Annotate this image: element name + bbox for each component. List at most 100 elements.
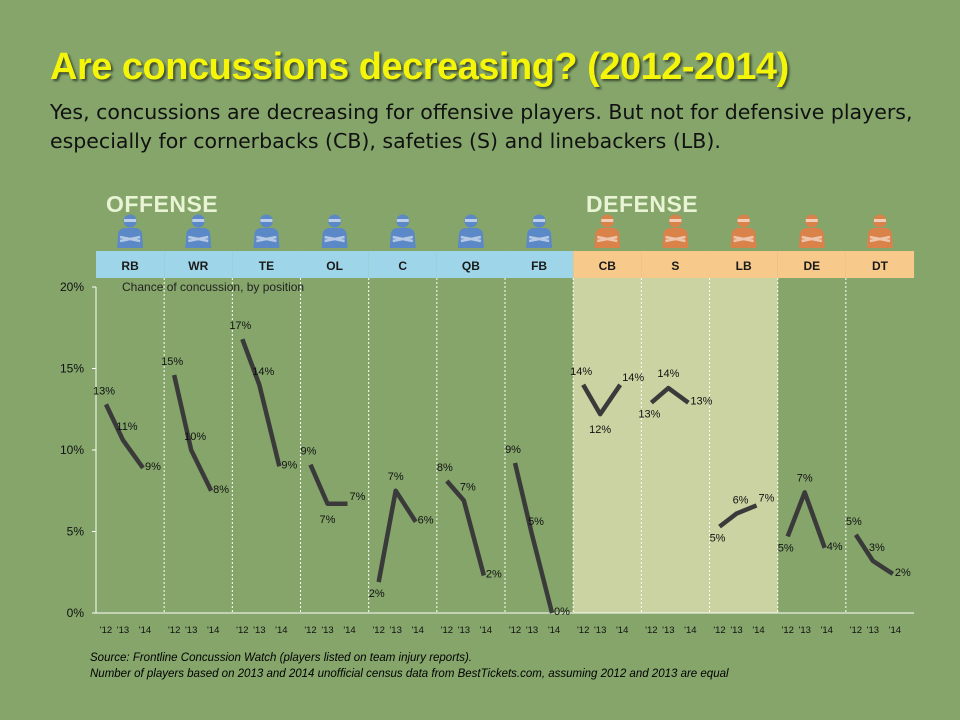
data-label: 17% [229, 320, 251, 332]
x-tick-label: '13 [662, 625, 674, 636]
position-label-qb: QB [462, 259, 480, 273]
x-tick-label: '14 [616, 625, 628, 636]
series-line-rb [103, 403, 145, 470]
data-label: 3% [869, 542, 885, 554]
position-header-de [777, 251, 846, 278]
position-header-ol [300, 251, 369, 278]
data-label: 0% [554, 606, 570, 618]
x-tick-label: '12 [441, 625, 453, 636]
x-tick-label: '13 [185, 625, 197, 636]
x-tick-label: '14 [752, 625, 764, 636]
data-label: 5% [846, 516, 862, 528]
defense-group-label: DEFENSE [586, 191, 699, 217]
position-label-wr: WR [188, 259, 208, 273]
x-tick-label: '13 [594, 625, 606, 636]
highlight-band-cb [573, 278, 642, 614]
data-label: 14% [252, 366, 274, 378]
player-silhouette-icon [526, 214, 553, 248]
position-header-rb [96, 251, 165, 278]
position-header-lb [709, 251, 778, 278]
highlight-band-s [641, 278, 710, 614]
data-label: 13% [93, 385, 115, 397]
y-tick-label: 10% [60, 443, 84, 457]
x-tick-label: '12 [577, 625, 589, 636]
x-tick-label: '13 [321, 625, 333, 636]
x-tick-label: '12 [850, 625, 862, 636]
y-tick-label: 20% [60, 280, 84, 294]
data-label: 5% [710, 533, 726, 545]
data-label: 9% [281, 459, 297, 471]
data-label: 2% [369, 588, 385, 600]
player-silhouette-icon [798, 214, 825, 248]
chart-title: Are concussions decreasing? (2012-2014) [50, 46, 789, 88]
y-tick-label: 15% [60, 362, 84, 376]
series-line-c [376, 488, 418, 583]
position-label-lb: LB [736, 259, 752, 273]
position-label-de: DE [803, 259, 820, 273]
position-label-c: C [398, 259, 407, 273]
data-label: 7% [460, 482, 476, 494]
data-label: 5% [778, 542, 794, 554]
offense-group-label: OFFENSE [106, 191, 219, 217]
position-label-te: TE [259, 259, 274, 273]
data-label: 11% [116, 421, 137, 433]
position-label-dt: DT [872, 259, 889, 273]
position-header-qb [436, 251, 506, 278]
data-label: 9% [145, 461, 161, 473]
position-header-fb [505, 251, 574, 278]
x-tick-label: '14 [684, 625, 696, 636]
series-line-cb [581, 383, 623, 417]
footnote-source: Source: Frontline Concussion Watch (play… [90, 652, 473, 664]
position-header-cb [573, 251, 642, 278]
position-label-fb: FB [531, 259, 547, 273]
data-label: 13% [638, 409, 660, 421]
player-silhouette-icon [457, 214, 484, 248]
chart-annotation: Chance of concussion, by position [122, 280, 304, 294]
data-label: 9% [505, 444, 521, 456]
x-tick-label: '12 [713, 625, 725, 636]
chart-subtitle: Yes, concussions are decreasing for offe… [50, 100, 913, 153]
data-label: 4% [827, 541, 843, 553]
x-tick-label: '14 [821, 625, 833, 636]
data-label: 7% [759, 492, 775, 504]
position-header-wr [164, 251, 233, 278]
x-tick-label: '12 [304, 625, 316, 636]
position-label-ol: OL [326, 259, 343, 273]
series-line-s [649, 385, 690, 405]
x-tick-label: '13 [253, 625, 265, 636]
footnote-method: Number of players based on 2013 and 2014… [90, 668, 729, 680]
position-label-cb: CB [599, 259, 617, 273]
x-tick-label: '13 [730, 625, 742, 636]
data-label: 8% [437, 462, 453, 474]
series-line-dt [853, 533, 895, 576]
x-tick-label: '12 [509, 625, 521, 636]
series-line-qb [445, 479, 487, 577]
position-header-s [641, 251, 710, 278]
y-tick-label: 5% [67, 525, 85, 539]
position-header-te [232, 251, 301, 278]
data-label: 12% [589, 424, 611, 436]
x-tick-label: '12 [372, 625, 384, 636]
x-tick-label: '12 [645, 625, 657, 636]
player-silhouette-icon [594, 214, 621, 248]
data-label: 10% [184, 431, 206, 443]
data-label: 5% [528, 516, 544, 528]
player-silhouette-icon [662, 214, 689, 248]
player-silhouette-icon [253, 214, 280, 248]
data-label: 7% [320, 514, 336, 526]
data-label: 14% [622, 372, 644, 384]
x-tick-label: '14 [548, 625, 560, 636]
series-line-ol [308, 463, 348, 507]
x-tick-label: '12 [168, 625, 180, 636]
data-label: 14% [570, 366, 592, 378]
data-label: 6% [418, 515, 434, 527]
x-tick-label: '12 [100, 625, 112, 636]
data-label: 6% [733, 495, 749, 507]
x-tick-label: '13 [458, 625, 470, 636]
position-label-rb: RB [121, 259, 139, 273]
x-tick-label: '14 [480, 625, 492, 636]
data-label: 2% [486, 569, 502, 581]
x-tick-label: '14 [139, 625, 151, 636]
data-label: 15% [161, 356, 183, 368]
